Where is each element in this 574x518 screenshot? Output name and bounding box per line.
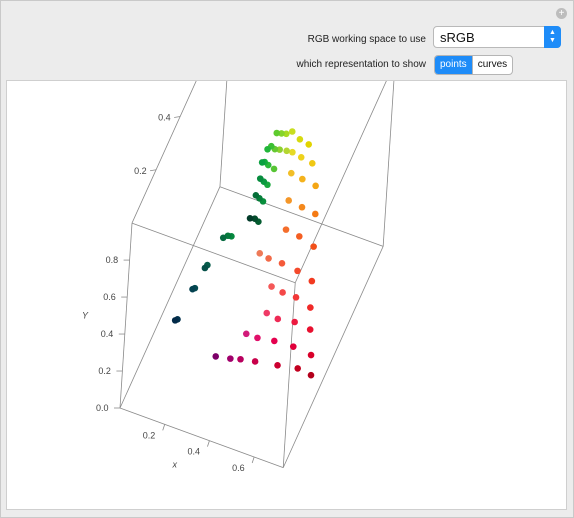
data-point [242, 330, 250, 338]
data-point [287, 169, 295, 177]
data-point [212, 353, 220, 360]
plus-circle-icon[interactable]: + [556, 8, 567, 19]
Y-tick-label: 0.2 [98, 366, 111, 376]
data-point [264, 145, 271, 153]
data-point [219, 234, 227, 242]
representation-toggle: points curves [434, 55, 514, 75]
x-tick [207, 440, 210, 447]
box-edge [382, 61, 396, 247]
x-tick-label: 0.6 [232, 463, 245, 473]
box-edge [282, 246, 384, 468]
data-point [296, 233, 303, 240]
data-point [285, 197, 293, 204]
data-point [278, 260, 286, 267]
data-point [276, 146, 283, 153]
rgb-space-select[interactable]: sRGB ▲ ▼ [433, 26, 561, 48]
data-point [299, 175, 306, 183]
data-point [306, 326, 314, 333]
data-point [305, 141, 313, 148]
data-point [256, 175, 264, 182]
y-tick-label: 0.2 [134, 166, 147, 176]
Y-tick-label: 0.6 [103, 292, 116, 302]
rgb-space-value: sRGB [440, 30, 475, 45]
box-edge [131, 222, 296, 284]
data-point [311, 210, 319, 218]
Y-axis-label: Y [82, 311, 89, 321]
data-point [278, 130, 285, 137]
data-point [227, 355, 234, 362]
data-point [171, 317, 179, 324]
data-point [201, 264, 209, 272]
points-button[interactable]: points [435, 56, 472, 74]
chevron-up-down-icon: ▲ ▼ [544, 26, 561, 48]
data-point [251, 215, 259, 222]
data-point [282, 130, 290, 138]
data-point [265, 255, 272, 262]
data-point [271, 337, 278, 345]
data-point [270, 165, 278, 173]
data-point [308, 159, 316, 167]
data-point [298, 203, 306, 211]
x-axis-label: x [171, 459, 177, 469]
plot-area[interactable]: 0.20.40.6x0.20.40.60.8y0.00.20.40.60.8Y [6, 1, 567, 510]
data-point [254, 334, 261, 342]
data-point [189, 285, 196, 293]
box-edge [119, 186, 221, 409]
data-point [288, 128, 296, 135]
Y-tick-label: 0.0 [96, 403, 109, 413]
data-point [289, 343, 297, 350]
data-point [307, 351, 315, 359]
data-point [256, 249, 264, 257]
x-tick-label: 0.4 [187, 447, 200, 457]
data-point [307, 371, 315, 379]
Y-tick-label: 0.4 [101, 329, 114, 339]
data-point [274, 315, 282, 323]
x-tick [162, 424, 166, 431]
data-point [308, 277, 316, 285]
box-edge [282, 282, 296, 468]
data-point [294, 267, 301, 275]
representation-label: which representation to show [296, 59, 426, 70]
x-tick-label: 0.2 [143, 430, 156, 440]
box-edge [119, 223, 133, 409]
Y-tick-label: 0.8 [106, 255, 119, 265]
data-point [307, 304, 314, 311]
data-point [297, 154, 305, 161]
data-point [312, 182, 319, 190]
data-point [294, 365, 302, 372]
data-point [283, 147, 290, 155]
data-point [289, 148, 296, 156]
data-point [263, 309, 271, 317]
rgb-space-label: RGB working space to use [307, 34, 426, 45]
x-tick [251, 456, 255, 464]
y-tick [174, 116, 181, 118]
data-point [279, 289, 286, 296]
curves-button[interactable]: curves [471, 56, 512, 74]
box-edge [219, 186, 384, 247]
data-point [251, 358, 259, 365]
data-point [246, 214, 254, 222]
y-tick-label: 0.4 [158, 112, 171, 122]
data-point [282, 226, 290, 233]
data-point [237, 355, 244, 363]
data-point [296, 135, 304, 143]
data-point [291, 318, 298, 326]
box-edge [119, 407, 284, 469]
box-edge [131, 1, 233, 224]
data-point [292, 294, 300, 301]
y-tick [150, 169, 157, 172]
box-edge [219, 1, 233, 187]
data-point [252, 191, 260, 199]
data-point [268, 283, 275, 290]
data-point [310, 243, 317, 250]
data-point [258, 159, 266, 166]
data-point [274, 362, 281, 369]
data-point [273, 129, 281, 137]
xyY-chromaticity-3d-plot[interactable]: 0.20.40.6x0.20.40.60.8y0.00.20.40.60.8Y [7, 1, 566, 509]
